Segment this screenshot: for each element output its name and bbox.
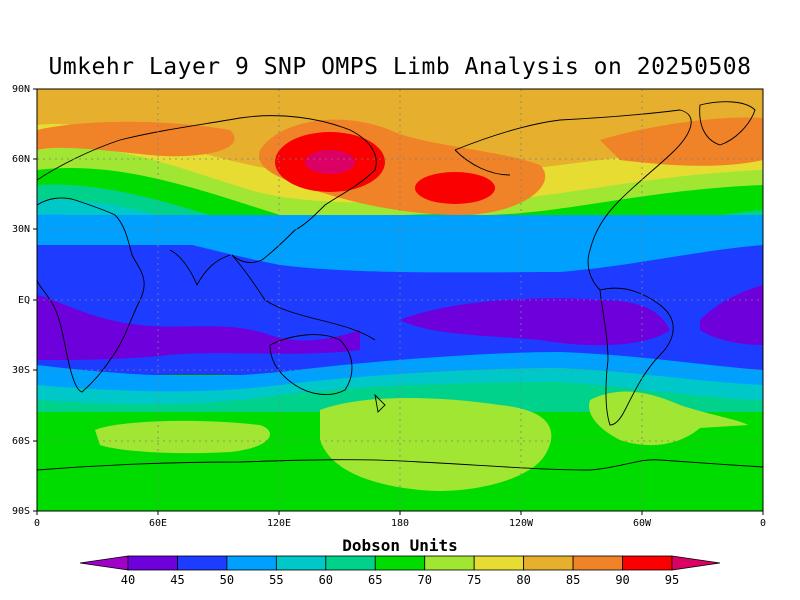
colorbar-under-triangle xyxy=(79,555,129,571)
colorbar-level-label: 70 xyxy=(418,573,432,587)
lat-label-60n: 60N xyxy=(12,154,30,165)
coast-south-america xyxy=(599,287,674,426)
field-band-90-atlantic xyxy=(600,117,763,166)
graticule xyxy=(37,89,763,511)
colorbar-level-label: 55 xyxy=(269,573,283,587)
lon-label-120e: 120E xyxy=(267,518,291,529)
colorbar-level-label: 85 xyxy=(566,573,580,587)
lon-label-180: 180 xyxy=(391,518,409,529)
colorbar-level-label: 65 xyxy=(368,573,382,587)
lon-label-0-left: 0 xyxy=(34,518,40,529)
colorbar-swatch xyxy=(523,555,574,571)
colorbar-swatch xyxy=(127,555,178,571)
colorbar-swatch xyxy=(374,555,426,571)
coast-alaska xyxy=(454,149,511,176)
colorbar-swatch xyxy=(275,555,327,571)
lat-label-60s: 60S xyxy=(12,436,30,447)
colorbar-level-label: 45 xyxy=(170,573,184,587)
colorbar-level-label: 75 xyxy=(467,573,481,587)
colorbar-swatch xyxy=(177,555,228,571)
field-cell-100-east-asia xyxy=(305,150,355,174)
colorbar-swatch xyxy=(473,555,525,571)
colorbar-swatch xyxy=(325,555,376,571)
coast-north-america xyxy=(454,109,692,291)
colorbar-swatch xyxy=(424,555,475,571)
coast-new-zealand xyxy=(374,393,386,413)
coast-antarctica xyxy=(37,459,763,471)
coast-australia xyxy=(269,334,353,396)
lon-label-60w: 60W xyxy=(633,518,652,529)
field-cell-95-north-pacific xyxy=(415,172,495,204)
lat-label-30s: 30S xyxy=(12,365,30,376)
colorbar-level-label: 50 xyxy=(220,573,234,587)
colorbar-level-label: 40 xyxy=(121,573,135,587)
lon-label-0-right: 0 xyxy=(760,518,766,529)
colorbar-over-triangle xyxy=(671,555,721,571)
coast-africa-europe xyxy=(37,197,145,393)
colorbar-level-label: 90 xyxy=(615,573,629,587)
colorbar-level-label: 80 xyxy=(516,573,530,587)
field-band-45-east xyxy=(700,285,763,345)
coastlines xyxy=(37,101,763,471)
colorbar-swatch xyxy=(226,555,277,571)
tick-marks xyxy=(33,88,764,515)
colorbar-level-label: 95 xyxy=(665,573,679,587)
field-cell-75-south-indian xyxy=(95,420,270,454)
colorbar-swatch xyxy=(622,555,673,571)
colorbar-title: Dobson Units xyxy=(342,536,458,555)
lon-label-120w: 120W xyxy=(509,518,534,529)
field-cell-75-south-pacific xyxy=(320,398,552,491)
lat-label-90s: 90S xyxy=(12,506,30,517)
lon-label-60e: 60E xyxy=(149,518,167,529)
field-band-45-indian xyxy=(37,295,360,360)
lat-label-90n: 90N xyxy=(12,84,30,95)
field-cell-75-south-atlantic xyxy=(589,391,748,446)
coast-se-asia xyxy=(231,254,376,341)
coast-greenland xyxy=(699,101,756,146)
field-band-90-europe xyxy=(37,121,235,157)
lat-label-30n: 30N xyxy=(12,224,30,235)
coast-india xyxy=(169,249,231,287)
colorbar: 40 45 50 55 60 65 70 75 80 85 90 95 xyxy=(79,555,721,587)
map-title: Umkehr Layer 9 SNP OMPS Limb Analysis on… xyxy=(48,54,752,80)
colorbar-swatch xyxy=(572,555,623,571)
lat-label-eq: EQ xyxy=(18,295,30,306)
colorbar-level-label: 60 xyxy=(319,573,333,587)
